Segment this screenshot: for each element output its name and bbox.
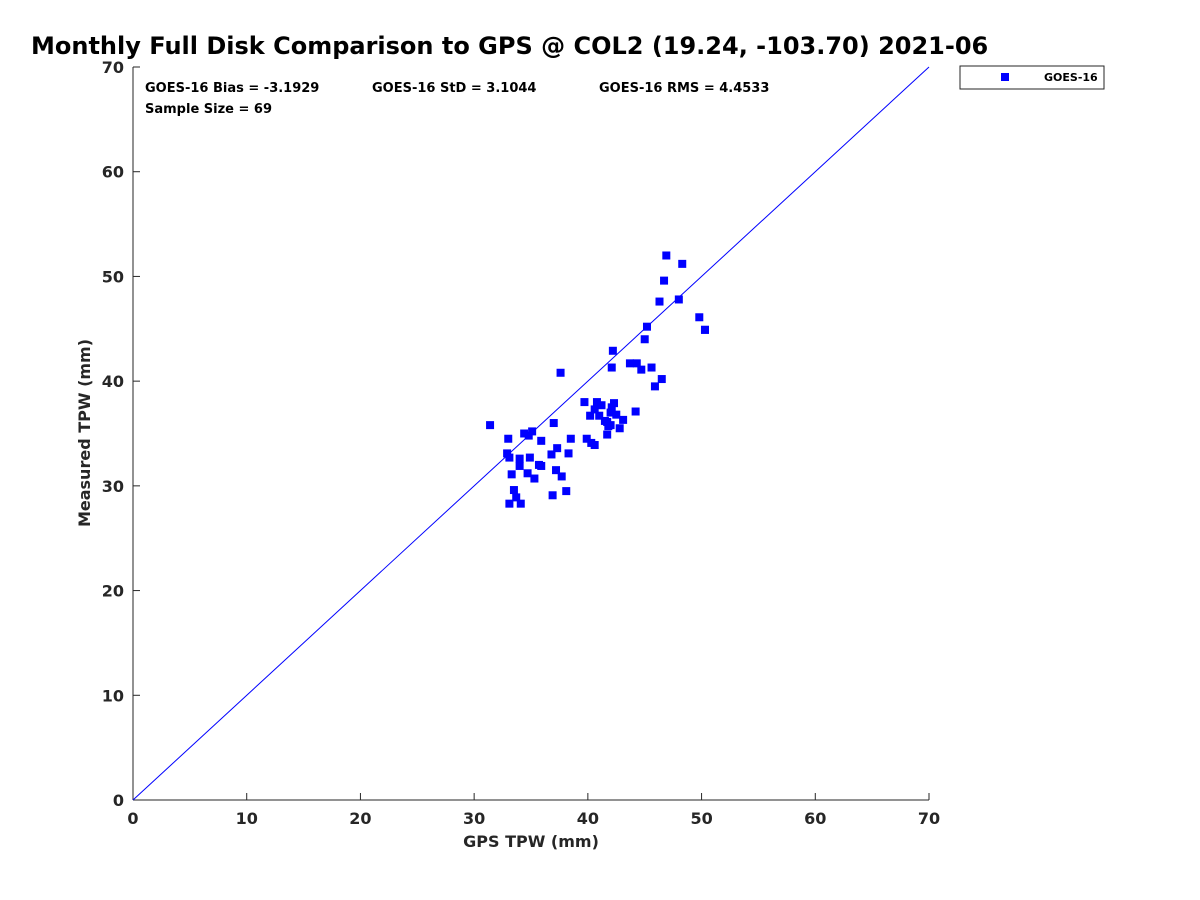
legend-label-goes16: GOES-16 [1044,71,1098,84]
data-point [606,408,615,417]
data-point [637,365,646,374]
data-point [505,453,514,462]
y-tick-label: 50 [102,267,124,286]
data-point [695,313,704,322]
data-point [610,399,619,408]
x-tick-label: 20 [349,809,371,828]
y-tick-label: 70 [102,58,124,77]
sample-size-stat: Sample Size = 69 [145,102,272,117]
data-point [642,322,651,331]
data-point [537,461,546,470]
data-point [631,407,640,416]
data-point [625,359,634,368]
data-point [557,472,566,481]
y-tick-label: 30 [102,477,124,496]
data-point [552,466,561,475]
data-point [525,453,534,462]
y-tick-label: 20 [102,582,124,601]
data-point [524,431,533,440]
y-tick-label: 0 [113,791,124,810]
x-ticks: 0 10 20 30 40 50 60 70 [127,793,940,828]
data-point [674,295,683,304]
data-point [612,410,621,419]
data-point [603,430,612,439]
data-point [657,375,666,384]
x-tick-label: 60 [804,809,826,828]
y-axis-label: Measured TPW (mm) [75,339,94,527]
x-axis-label: GPS TPW (mm) [463,832,599,851]
data-point [619,415,628,424]
data-point [586,411,595,420]
data-point [486,421,495,430]
y-tick-label: 60 [102,163,124,182]
data-point [516,499,525,508]
bias-stat: GOES-16 Bias = -3.1929 [145,81,319,96]
data-point [606,421,615,430]
data-point [632,359,641,368]
data-point [537,436,546,445]
data-point [523,469,532,478]
data-point [564,449,573,458]
plot-area: 0 10 20 30 40 50 60 70 0 10 20 30 40 50 60 70 [102,58,940,828]
std-stat: GOES-16 StD = 3.1044 [372,81,536,96]
data-point [590,441,599,450]
x-tick-label: 50 [690,809,712,828]
data-point [615,424,624,433]
y-ticks: 0 10 20 30 40 50 60 70 [102,58,140,810]
data-point [678,259,687,268]
data-point [504,434,513,443]
data-point [608,346,617,355]
data-point [515,461,524,470]
data-point [660,276,669,285]
data-point [655,297,664,306]
legend-box [959,65,1105,90]
x-tick-label: 0 [127,809,138,828]
data-point [582,434,591,443]
x-tick-label: 10 [236,809,258,828]
data-point [549,419,558,428]
rms-stat: GOES-16 RMS = 4.4533 [599,81,769,96]
data-point [590,405,599,414]
data-point [548,491,557,500]
data-point [553,444,562,453]
data-point [662,251,671,260]
goes16-series [486,251,709,508]
legend-marker-goes16 [1001,73,1009,81]
data-point [580,398,589,407]
chart-title: Monthly Full Disk Comparison to GPS @ CO… [31,32,988,60]
data-point [607,363,616,372]
data-point [509,486,518,495]
data-point [503,449,512,458]
data-point [640,335,649,344]
x-tick-label: 30 [463,809,485,828]
data-point [528,427,537,436]
data-point [566,434,575,443]
x-tick-label: 70 [918,809,940,828]
data-point [592,398,601,407]
x-tick-label: 40 [577,809,599,828]
data-point [562,487,571,496]
data-point [650,382,659,391]
data-point [505,499,514,508]
data-point [700,325,709,334]
data-point [547,450,556,459]
data-point [607,403,616,412]
data-point [647,363,656,372]
data-point [595,411,604,420]
data-point [530,474,539,483]
legend: GOES-16 [959,65,1105,90]
data-point [520,429,529,438]
y-tick-label: 10 [102,686,124,705]
data-point [507,470,516,479]
y-tick-label: 40 [102,372,124,391]
data-point [512,493,521,502]
data-point [597,401,606,410]
data-point [515,454,524,463]
data-point [556,368,565,377]
